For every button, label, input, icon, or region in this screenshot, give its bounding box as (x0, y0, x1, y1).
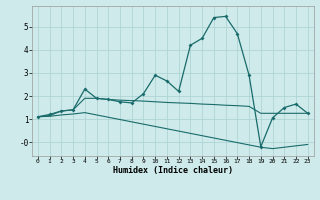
X-axis label: Humidex (Indice chaleur): Humidex (Indice chaleur) (113, 166, 233, 175)
